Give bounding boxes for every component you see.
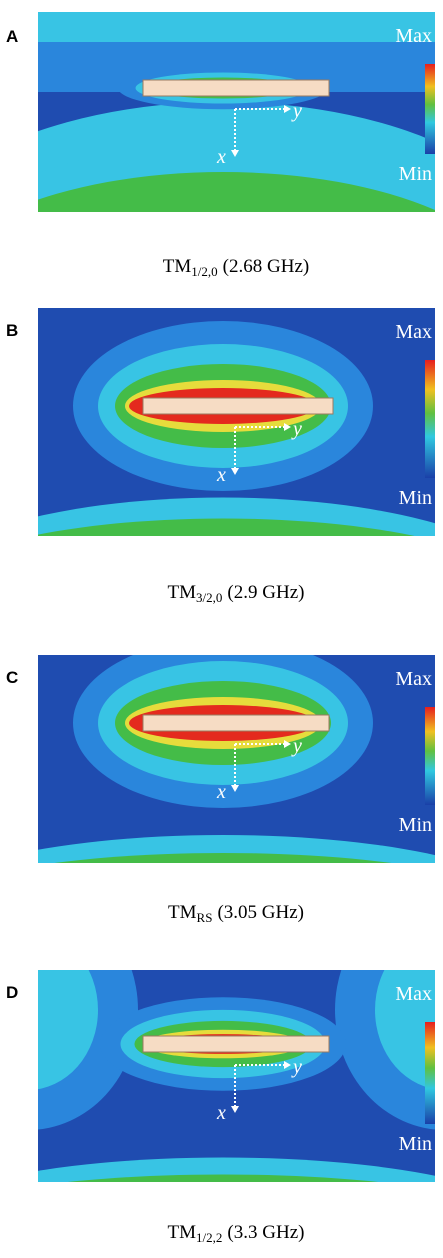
axis-label: y bbox=[291, 100, 302, 122]
caption: TMRS (3.05 GHz) bbox=[168, 902, 304, 925]
colorbar-max: Max bbox=[395, 321, 432, 343]
field-band bbox=[38, 12, 435, 42]
field-map: y x Max Min bbox=[0, 970, 443, 1258]
colorbar-min: Min bbox=[399, 487, 432, 509]
panel: Ay x Max Min bbox=[6, 12, 435, 212]
panel: Cy x Max Min bbox=[6, 655, 435, 863]
caption-mode: TM bbox=[168, 582, 197, 603]
caption-mode: TM bbox=[168, 1222, 197, 1243]
caption: TM3/2,0 (2.9 GHz) bbox=[168, 582, 305, 605]
resonator-bar bbox=[142, 1035, 330, 1053]
colorbar bbox=[425, 64, 435, 154]
caption-frequency: (2.9 GHz) bbox=[227, 582, 304, 603]
arrow-head bbox=[231, 468, 239, 475]
arrow-head bbox=[284, 740, 291, 748]
axis-label: y bbox=[291, 1056, 302, 1078]
field-band bbox=[38, 1157, 435, 1182]
axis-label: x bbox=[216, 781, 226, 803]
caption-frequency: (3.3 GHz) bbox=[227, 1222, 304, 1243]
caption: TM1/2,0 (2.68 GHz) bbox=[163, 256, 309, 279]
caption: TM1/2,2 (3.3 GHz) bbox=[168, 1222, 305, 1245]
field-map: y x Max Min bbox=[38, 12, 435, 212]
panel: By x Max Min bbox=[0, 308, 443, 638]
axis-label: x bbox=[216, 464, 226, 486]
field-band bbox=[0, 1189, 443, 1258]
colorbar-min: Min bbox=[399, 814, 432, 836]
field-band bbox=[67, 1174, 379, 1182]
field-band bbox=[38, 172, 435, 212]
arrow-head bbox=[284, 423, 291, 431]
field-map: y x Max Min bbox=[0, 308, 443, 638]
field-band bbox=[38, 518, 415, 536]
field-band bbox=[38, 970, 98, 1090]
caption-subscript: 3/2,0 bbox=[196, 590, 222, 605]
colorbar-max: Max bbox=[395, 983, 432, 1005]
resonator-bar bbox=[142, 714, 330, 732]
caption-frequency: (3.05 GHz) bbox=[217, 902, 304, 923]
field-map: y x Max Min bbox=[38, 655, 435, 863]
arrow-head bbox=[231, 785, 239, 792]
caption-mode: TM bbox=[163, 256, 192, 277]
axis-label: y bbox=[291, 735, 302, 757]
colorbar bbox=[425, 707, 435, 805]
caption-subscript: RS bbox=[197, 910, 213, 925]
field-band bbox=[0, 541, 443, 638]
field-band bbox=[54, 853, 392, 863]
caption-subscript: 1/2,2 bbox=[196, 1230, 222, 1245]
field-band bbox=[375, 970, 435, 1090]
caption-mode: TM bbox=[168, 902, 197, 923]
axis-label: x bbox=[216, 1102, 226, 1124]
arrow-head bbox=[284, 1061, 291, 1069]
colorbar bbox=[425, 1022, 435, 1124]
panel-label: C bbox=[6, 668, 18, 687]
resonator-bar bbox=[142, 397, 334, 415]
colorbar bbox=[425, 360, 435, 478]
axis-label: y bbox=[291, 418, 302, 440]
colorbar-min: Min bbox=[399, 1133, 432, 1155]
caption-frequency: (2.68 GHz) bbox=[223, 256, 310, 277]
arrow-head bbox=[231, 150, 239, 157]
resonator-bar bbox=[142, 79, 330, 97]
field-band bbox=[0, 545, 443, 622]
arrow-head bbox=[231, 1106, 239, 1113]
panel-label: B bbox=[6, 321, 18, 340]
panel-label: A bbox=[6, 27, 18, 46]
panel: Dy x Max Min bbox=[0, 970, 443, 1258]
axis-label: x bbox=[216, 146, 226, 168]
panel-label: D bbox=[6, 983, 18, 1002]
colorbar-max: Max bbox=[395, 25, 432, 47]
colorbar-max: Max bbox=[395, 668, 432, 690]
colorbar-min: Min bbox=[399, 163, 432, 185]
arrow-head bbox=[284, 105, 291, 113]
caption-subscript: 1/2,0 bbox=[191, 264, 217, 279]
